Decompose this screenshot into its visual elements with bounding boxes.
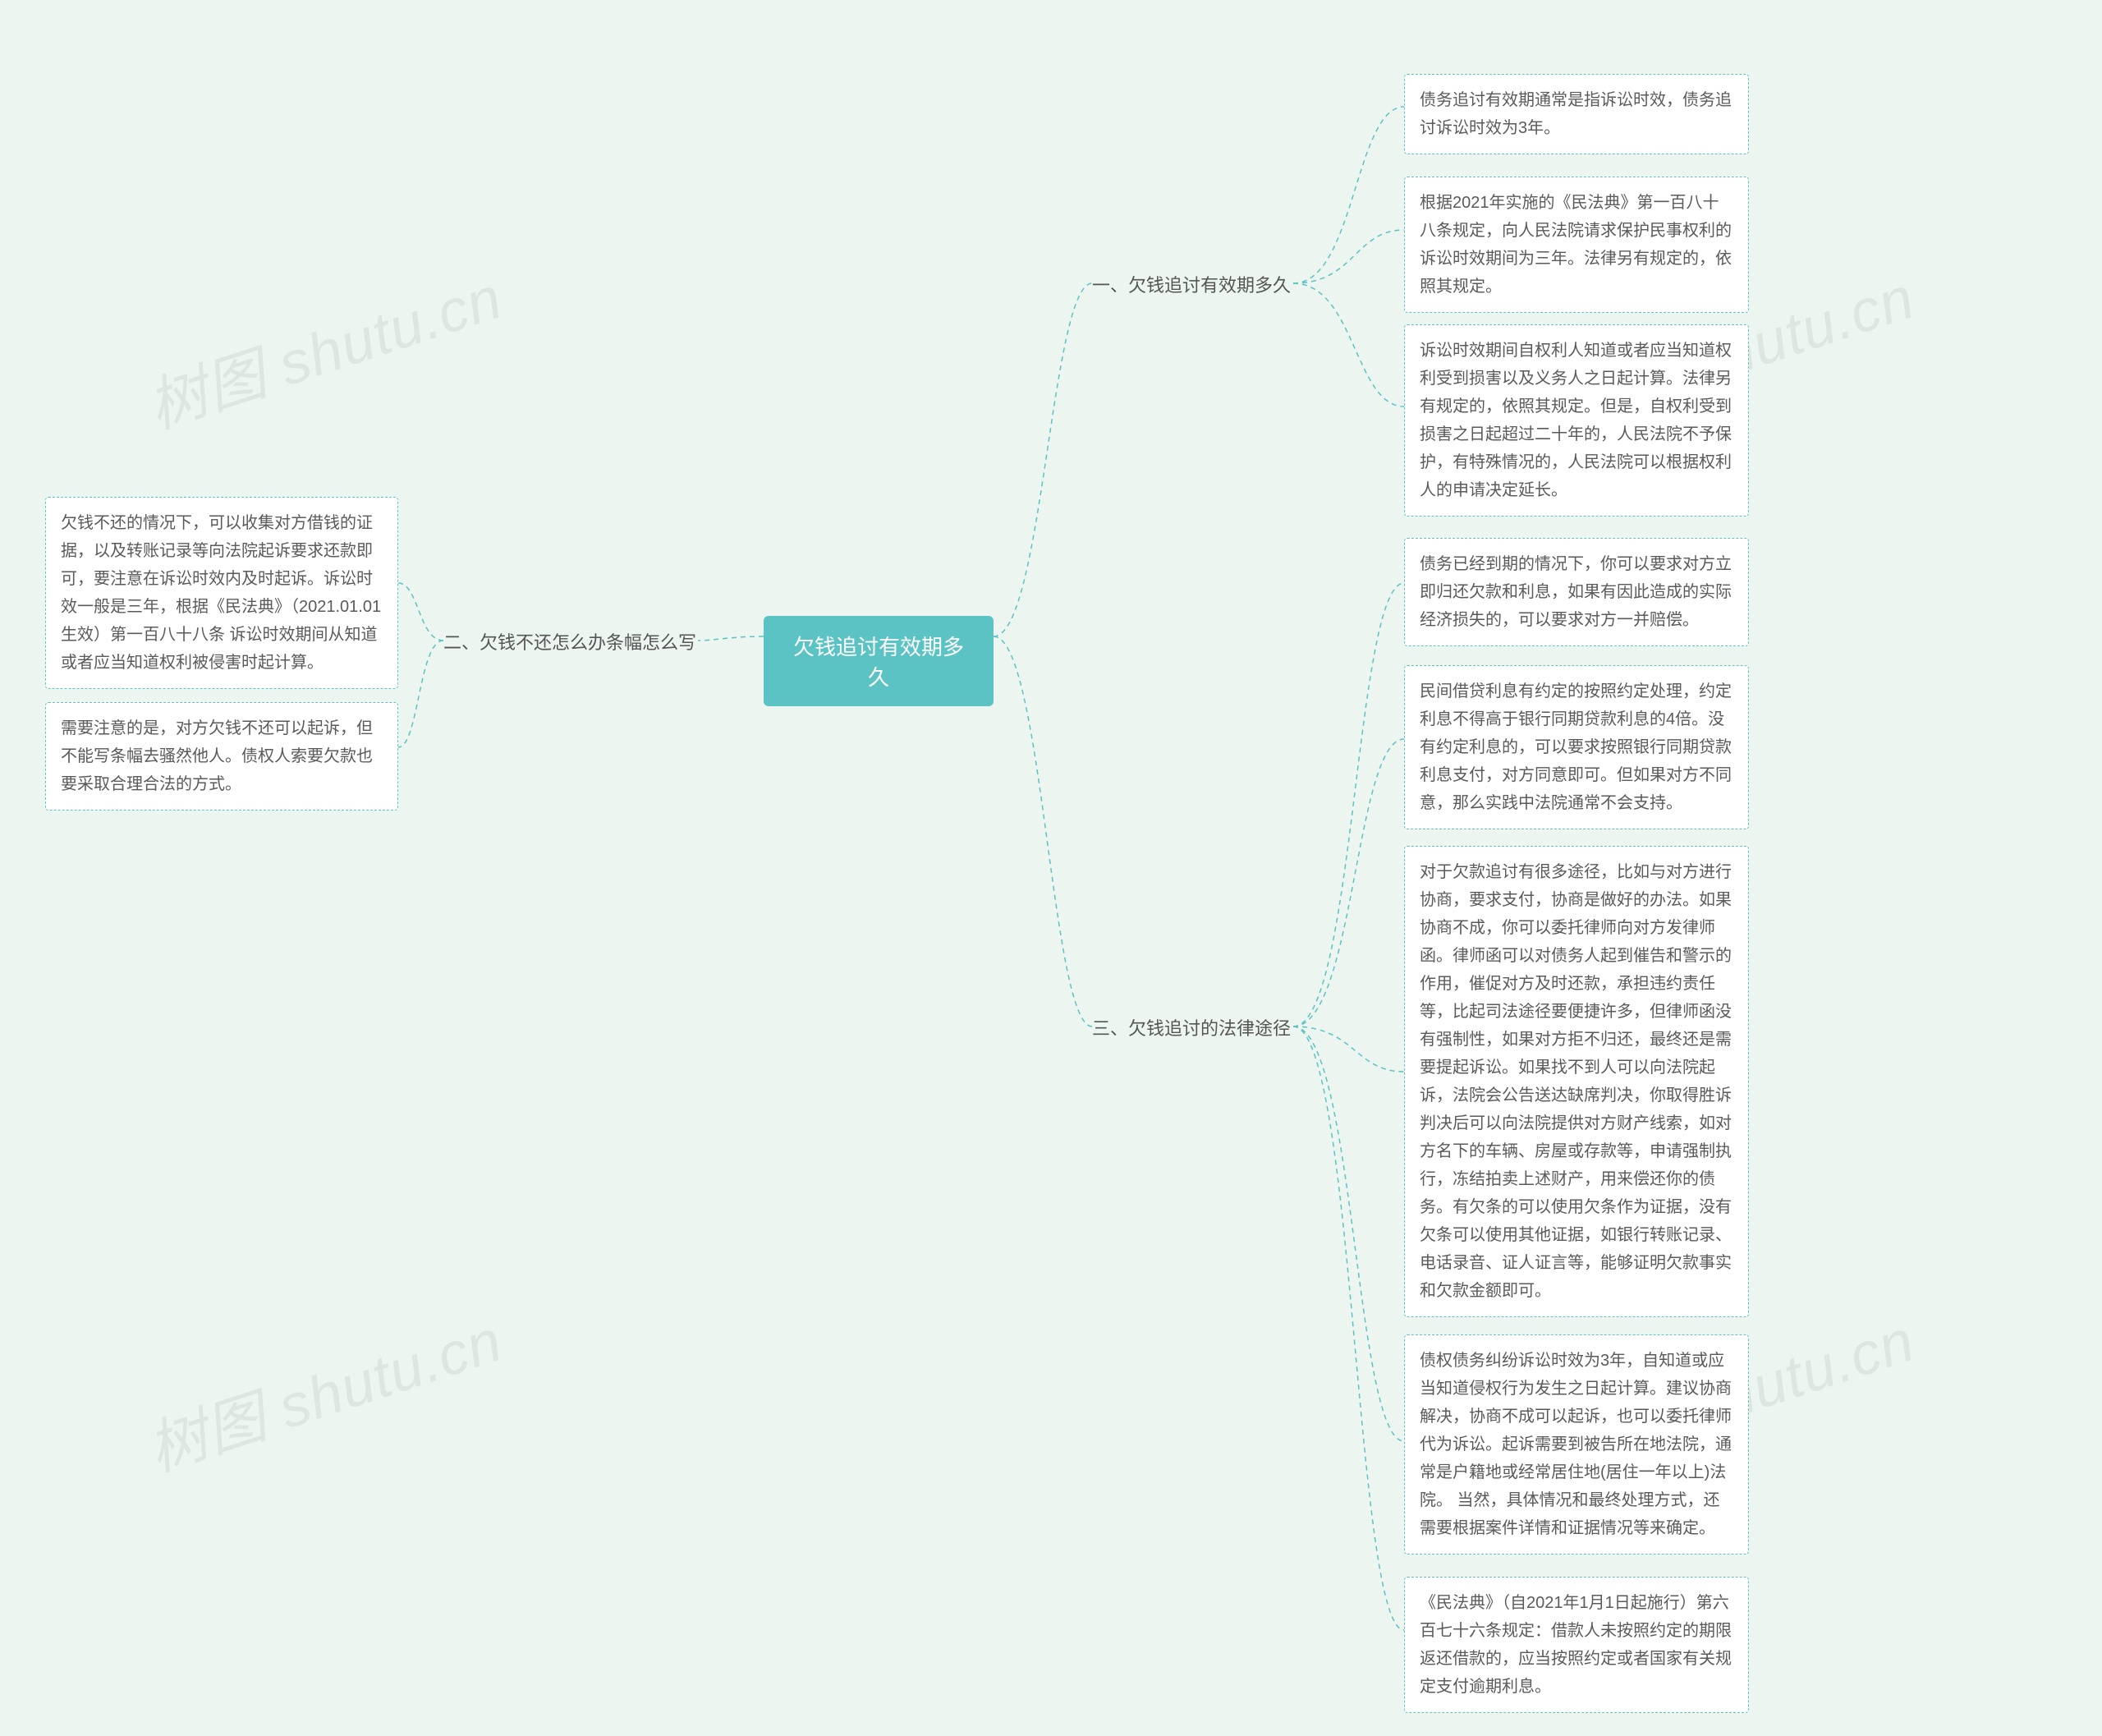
center-node-text: 欠钱追讨有效期多久: [793, 635, 964, 690]
leaf-node: 需要注意的是，对方欠钱不还可以起诉，但不能写条幅去骚然他人。债权人索要欠款也要采…: [45, 702, 398, 811]
connector-path: [1293, 739, 1404, 1026]
leaf-node: 债权债务纠纷诉讼时效为3年，自知道或应当知道侵权行为发生之日起计算。建议协商解决…: [1404, 1334, 1749, 1555]
watermark: 树图 shutu.cn: [135, 1292, 512, 1487]
connector-path: [1293, 1026, 1404, 1072]
connector-path: [398, 641, 443, 747]
connector-path: [1293, 583, 1404, 1026]
connector-path: [1293, 283, 1404, 406]
branch-label: 三、欠钱追讨的法律途径: [1092, 1014, 1291, 1040]
branch-label: 一、欠钱追讨有效期多久: [1092, 271, 1291, 297]
leaf-node: 诉讼时效期间自权利人知道或者应当知道权利受到损害以及义务人之日起计算。法律另有规…: [1404, 324, 1749, 517]
leaf-node: 《民法典》（自2021年1月1日起施行）第六百七十六条规定：借款人未按照约定的期…: [1404, 1577, 1749, 1713]
connector-path: [1293, 1026, 1404, 1630]
connector-path: [1293, 107, 1404, 283]
leaf-node: 民间借贷利息有约定的按照约定处理，约定利息不得高于银行同期贷款利息的4倍。没有约…: [1404, 665, 1749, 829]
connector-layer: [0, 0, 2102, 1736]
center-node: 欠钱追讨有效期多久: [764, 616, 994, 706]
leaf-node: 对于欠款追讨有很多途径，比如与对方进行协商，要求支付，协商是做好的办法。如果协商…: [1404, 846, 1749, 1317]
connector-path: [1293, 230, 1404, 283]
connector-path: [994, 636, 1092, 1026]
connector-path: [398, 583, 443, 641]
watermark: 树图 shutu.cn: [135, 249, 512, 444]
leaf-node: 欠钱不还的情况下，可以收集对方借钱的证据，以及转账记录等向法院起诉要求还款即可，…: [45, 497, 398, 689]
leaf-node: 根据2021年实施的《民法典》第一百八十八条规定，向人民法院请求保护民事权利的诉…: [1404, 177, 1749, 313]
connector-path: [994, 283, 1092, 636]
connector-path: [698, 636, 764, 641]
leaf-node: 债务追讨有效期通常是指诉讼时效，债务追讨诉讼时效为3年。: [1404, 74, 1749, 154]
branch-label: 二、欠钱不还怎么办条幅怎么写: [443, 628, 696, 654]
leaf-node: 债务已经到期的情况下，你可以要求对方立即归还欠款和利息，如果有因此造成的实际经济…: [1404, 538, 1749, 646]
connector-path: [1293, 1026, 1404, 1441]
